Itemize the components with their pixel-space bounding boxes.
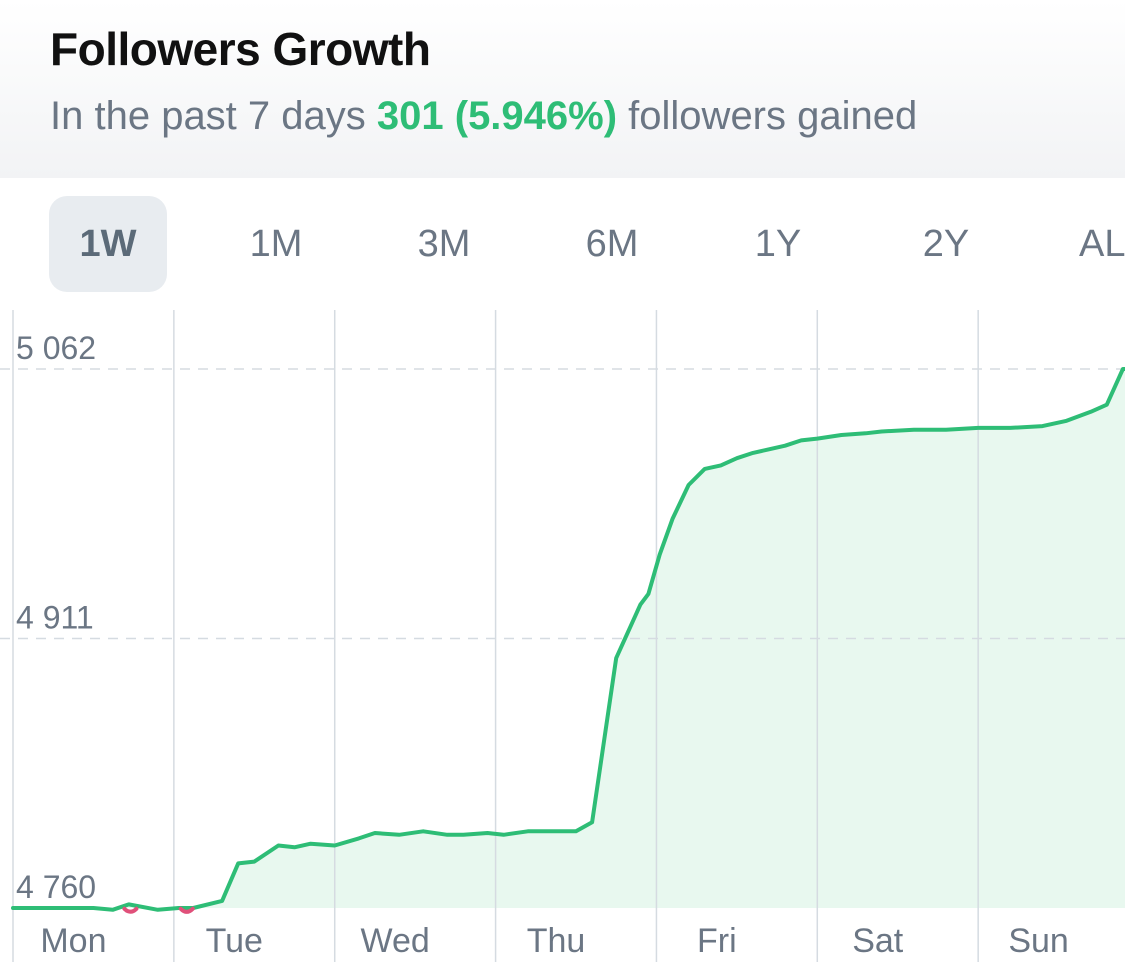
tab-2y[interactable]: 2Y	[922, 223, 970, 265]
series-line	[11, 367, 1125, 912]
gain-value: 301 (5.946%)	[376, 94, 618, 138]
x-tick-label: Wed	[361, 922, 430, 960]
series-area	[13, 369, 1125, 910]
range-tabs: 1W 1M 3M 6M 1Y 2Y AL	[0, 196, 1125, 292]
y-tick-label: 4 760	[16, 869, 96, 905]
tab-all[interactable]: AL	[1079, 223, 1125, 265]
x-tick-label: Sun	[1008, 922, 1069, 960]
tab-1y[interactable]: 1Y	[754, 223, 802, 265]
header: Followers Growth In the past 7 days 301 …	[0, 0, 1125, 178]
tab-1w[interactable]: 1W	[49, 196, 167, 292]
negative-mark	[122, 906, 139, 914]
x-tick-label: Sat	[852, 922, 904, 960]
x-tick-label: Thu	[527, 922, 586, 960]
x-tick-label: Mon	[40, 922, 106, 960]
page-title: Followers Growth	[50, 23, 431, 75]
tab-3m[interactable]: 3M	[417, 223, 471, 265]
y-tick-label: 4 911	[16, 600, 94, 636]
tab-6m[interactable]: 6M	[585, 223, 639, 265]
summary-prefix: In the past 7 days	[50, 94, 366, 138]
summary-text: In the past 7 days 301 (5.946%) follower…	[50, 94, 917, 139]
negative-mark	[178, 906, 195, 914]
summary-suffix: followers gained	[628, 94, 918, 138]
x-tick-label: Fri	[697, 922, 737, 960]
tab-1m[interactable]: 1M	[249, 223, 303, 265]
x-tick-label: Tue	[206, 922, 263, 960]
y-tick-label: 5 062	[16, 330, 96, 366]
